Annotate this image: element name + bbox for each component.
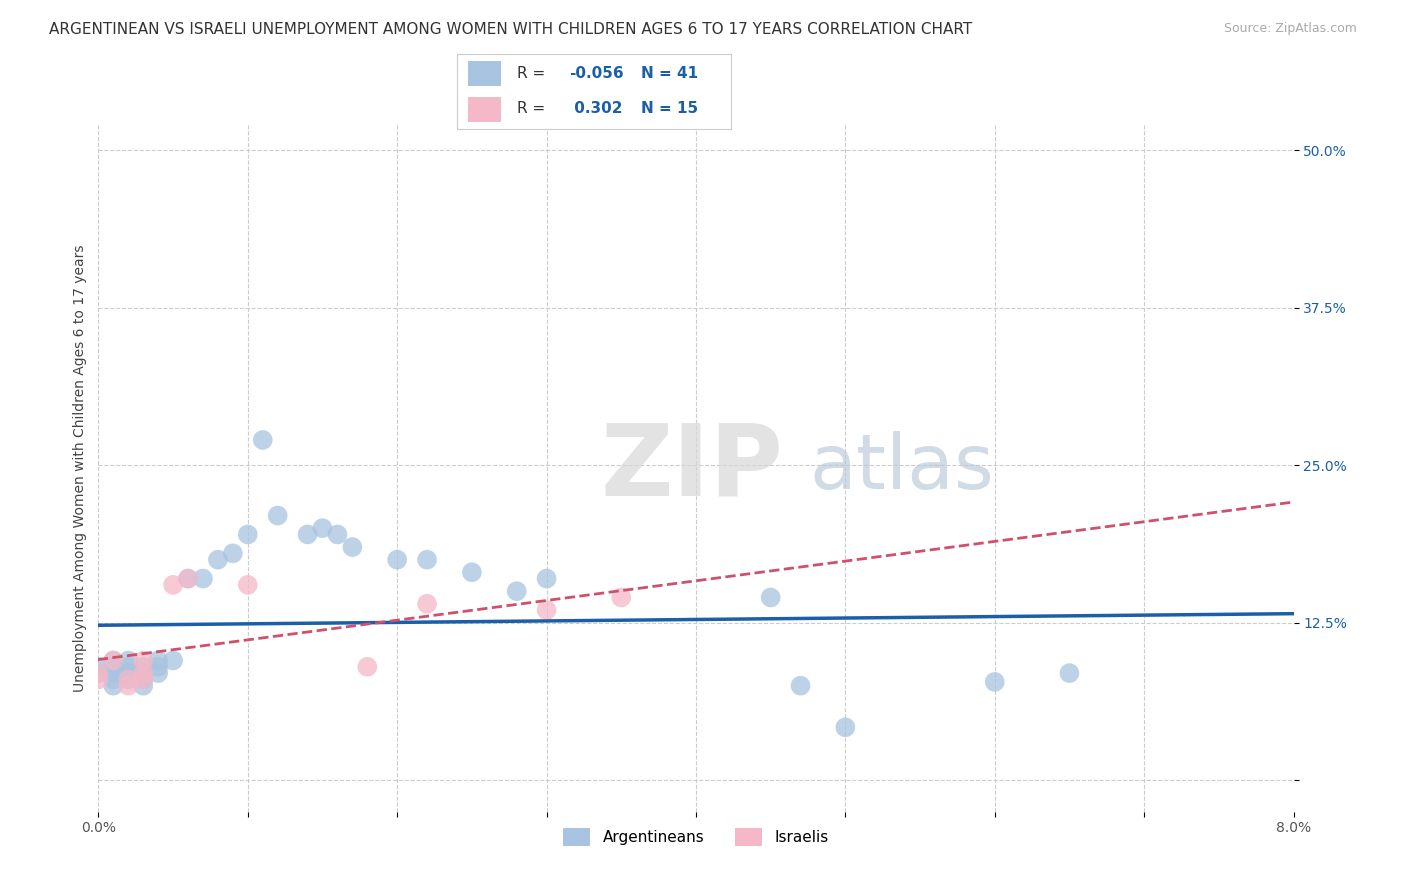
Text: ZIP: ZIP — [600, 420, 783, 516]
Point — [506, 584, 529, 599]
Text: N = 41: N = 41 — [641, 67, 697, 81]
Point — [103, 660, 125, 674]
Y-axis label: Unemployment Among Women with Children Ages 6 to 17 years: Unemployment Among Women with Children A… — [73, 244, 87, 692]
Point — [132, 673, 155, 687]
Point — [536, 603, 558, 617]
Text: R =: R = — [517, 67, 546, 81]
Point — [103, 653, 125, 667]
Text: ARGENTINEAN VS ISRAELI UNEMPLOYMENT AMONG WOMEN WITH CHILDREN AGES 6 TO 17 YEARS: ARGENTINEAN VS ISRAELI UNEMPLOYMENT AMON… — [49, 22, 973, 37]
Point — [132, 666, 155, 681]
Text: Source: ZipAtlas.com: Source: ZipAtlas.com — [1223, 22, 1357, 36]
Point — [162, 578, 184, 592]
Point — [297, 527, 319, 541]
Point — [416, 597, 439, 611]
Text: N = 15: N = 15 — [641, 102, 697, 116]
Point — [87, 666, 110, 681]
Point — [177, 572, 200, 586]
Point — [984, 674, 1007, 689]
Text: R =: R = — [517, 102, 546, 116]
Point — [236, 527, 259, 541]
Point — [416, 552, 439, 566]
Legend: Argentineans, Israelis: Argentineans, Israelis — [557, 822, 835, 852]
Point — [132, 673, 155, 687]
Point — [356, 660, 378, 674]
Point — [177, 572, 200, 586]
Point — [148, 653, 170, 667]
Point — [117, 666, 139, 681]
Point — [117, 673, 139, 687]
Point — [103, 673, 125, 687]
Point — [148, 666, 170, 681]
Point — [252, 433, 274, 447]
Point — [117, 679, 139, 693]
Point — [148, 660, 170, 674]
Point — [207, 552, 229, 566]
Point — [117, 673, 139, 687]
Point — [461, 566, 484, 580]
Point — [267, 508, 290, 523]
Point — [132, 653, 155, 667]
Point — [103, 653, 125, 667]
Point — [132, 666, 155, 681]
Point — [117, 653, 139, 667]
Point — [222, 546, 245, 560]
Point — [1059, 666, 1081, 681]
Point — [117, 666, 139, 681]
Point — [759, 591, 782, 605]
Text: -0.056: -0.056 — [569, 67, 624, 81]
Point — [103, 679, 125, 693]
Point — [162, 653, 184, 667]
Text: atlas: atlas — [810, 432, 994, 505]
Point — [132, 660, 155, 674]
Point — [87, 673, 110, 687]
Point — [117, 660, 139, 674]
Point — [789, 679, 811, 693]
Point — [326, 527, 349, 541]
Point — [132, 679, 155, 693]
Point — [834, 720, 856, 734]
Point — [342, 540, 364, 554]
Text: 0.302: 0.302 — [569, 102, 623, 116]
Point — [385, 552, 409, 566]
Point — [87, 666, 110, 681]
Point — [236, 578, 259, 592]
Point — [87, 660, 110, 674]
Point — [191, 572, 214, 586]
FancyBboxPatch shape — [468, 62, 501, 87]
Point — [610, 591, 633, 605]
FancyBboxPatch shape — [468, 96, 501, 122]
Point — [311, 521, 333, 535]
Point — [103, 666, 125, 681]
Point — [536, 572, 558, 586]
